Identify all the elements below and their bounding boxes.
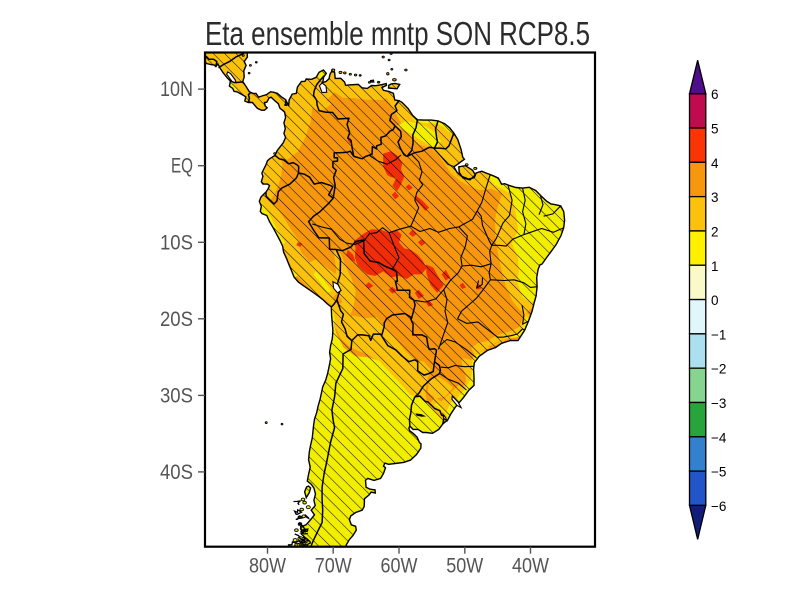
svg-text:1: 1 xyxy=(711,259,719,274)
svg-text:4: 4 xyxy=(711,156,719,171)
svg-text:50W: 50W xyxy=(446,555,483,578)
svg-text:EQ: EQ xyxy=(171,155,193,178)
svg-text:5: 5 xyxy=(711,122,719,137)
svg-text:40W: 40W xyxy=(512,555,549,578)
svg-text:6: 6 xyxy=(711,87,719,102)
svg-text:−1: −1 xyxy=(711,327,726,342)
svg-text:70W: 70W xyxy=(315,555,352,578)
svg-text:60W: 60W xyxy=(381,555,418,578)
svg-text:Eta ensemble mntp SON RCP8.5: Eta ensemble mntp SON RCP8.5 xyxy=(205,15,590,52)
svg-text:10N: 10N xyxy=(160,78,193,101)
svg-text:30S: 30S xyxy=(160,384,193,407)
svg-text:10S: 10S xyxy=(160,231,193,254)
svg-text:−6: −6 xyxy=(711,499,726,514)
svg-text:−4: −4 xyxy=(711,430,727,445)
svg-text:−5: −5 xyxy=(711,465,726,480)
svg-text:20S: 20S xyxy=(160,308,193,331)
svg-text:−2: −2 xyxy=(711,362,726,377)
svg-text:3: 3 xyxy=(711,190,719,205)
svg-text:0: 0 xyxy=(711,293,719,308)
svg-text:40S: 40S xyxy=(160,461,193,484)
svg-text:2: 2 xyxy=(711,224,719,239)
svg-text:80W: 80W xyxy=(249,555,286,578)
svg-text:−3: −3 xyxy=(711,396,726,411)
